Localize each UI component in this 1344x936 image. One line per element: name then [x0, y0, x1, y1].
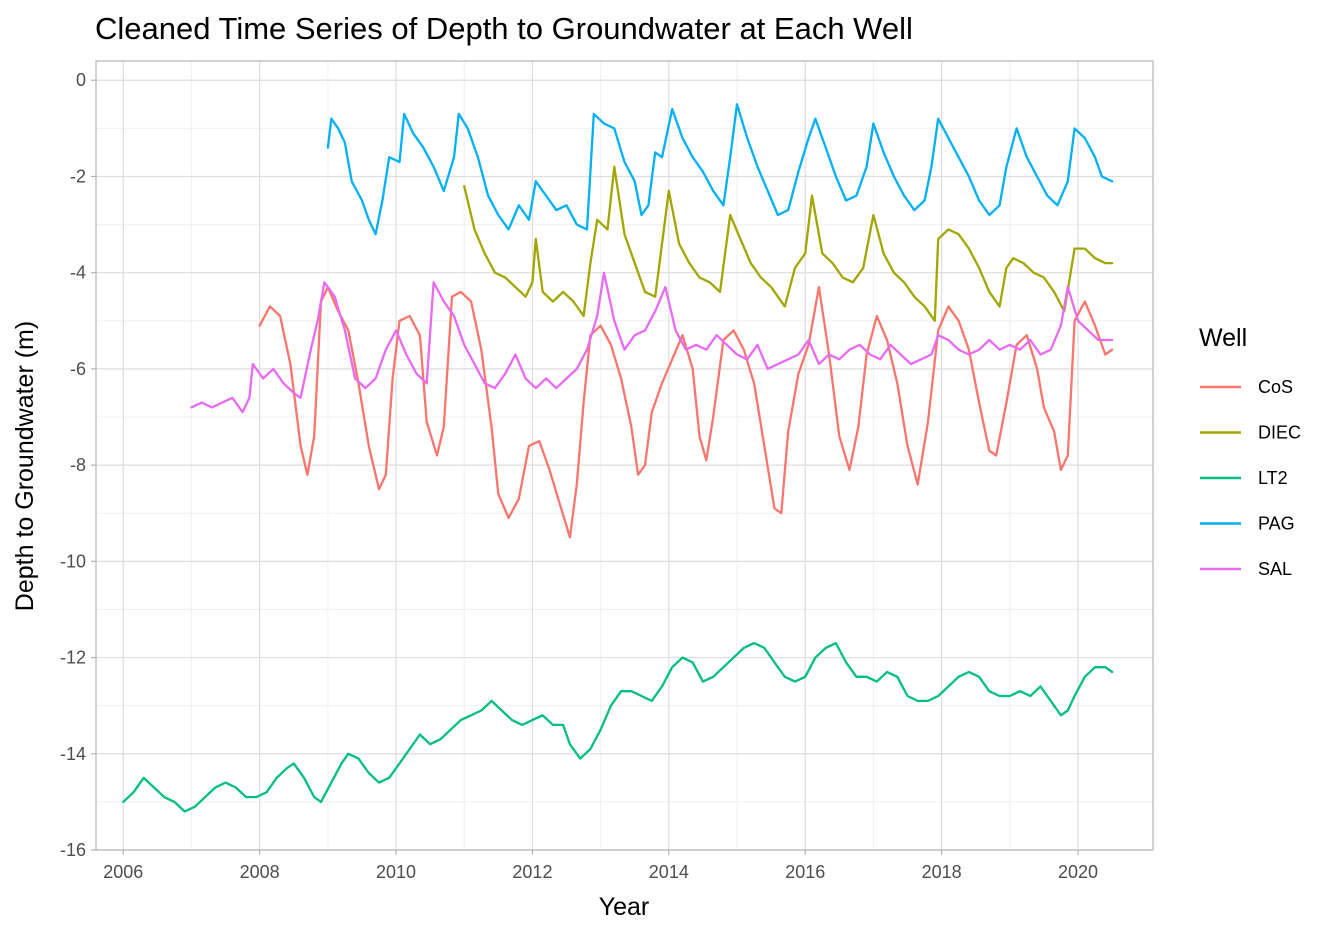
x-tick-label: 2008 [240, 862, 280, 882]
y-tick-label: 0 [76, 70, 86, 90]
y-tick-label: -4 [70, 263, 86, 283]
y-axis-title: Depth to Groundwater (m) [11, 321, 39, 611]
series-line-diec [463, 165, 1114, 322]
series-line-lt2 [122, 641, 1114, 813]
legend-items: CoS DIEC LT2 PAG SAL [1200, 377, 1301, 579]
x-tick-label: 2016 [785, 862, 825, 882]
series-line-cos [258, 285, 1114, 539]
series-line-pag [326, 103, 1114, 236]
x-tick-label: 2014 [649, 862, 689, 882]
x-tick-label: 2020 [1058, 862, 1098, 882]
y-tick-label: -16 [60, 840, 86, 860]
y-tick-label: -8 [70, 455, 86, 475]
y-tick-label: -10 [60, 551, 86, 571]
y-tick-label: -2 [70, 166, 86, 186]
legend-label-diec: DIEC [1258, 423, 1301, 443]
y-axis-ticks: 0 -2 -4 -6 -8 -10 -12 -14 -16 [60, 70, 96, 860]
y-tick-label: -6 [70, 359, 86, 379]
x-tick-label: 2006 [103, 862, 143, 882]
y-tick-label: -14 [60, 744, 86, 764]
legend-title: Well [1199, 324, 1247, 352]
series-line-sal [190, 271, 1114, 414]
x-tick-label: 2012 [512, 862, 552, 882]
legend: Well CoS DIEC LT2 PAG SAL [1199, 324, 1301, 579]
legend-label-cos: CoS [1258, 377, 1293, 397]
panel-border [95, 60, 1154, 851]
chart-title: Cleaned Time Series of Depth to Groundwa… [95, 11, 913, 46]
x-axis-ticks: 2006 2008 2010 2012 2014 2016 2018 2020 [103, 850, 1098, 882]
legend-label-sal: SAL [1258, 559, 1292, 579]
series-layer [122, 103, 1114, 813]
legend-label-pag: PAG [1258, 514, 1295, 534]
grid-minor [96, 61, 1153, 850]
x-tick-label: 2010 [376, 862, 416, 882]
x-tick-label: 2018 [922, 862, 962, 882]
x-axis-title: Year [599, 893, 650, 921]
legend-label-lt2: LT2 [1258, 468, 1288, 488]
y-tick-label: -12 [60, 648, 86, 668]
